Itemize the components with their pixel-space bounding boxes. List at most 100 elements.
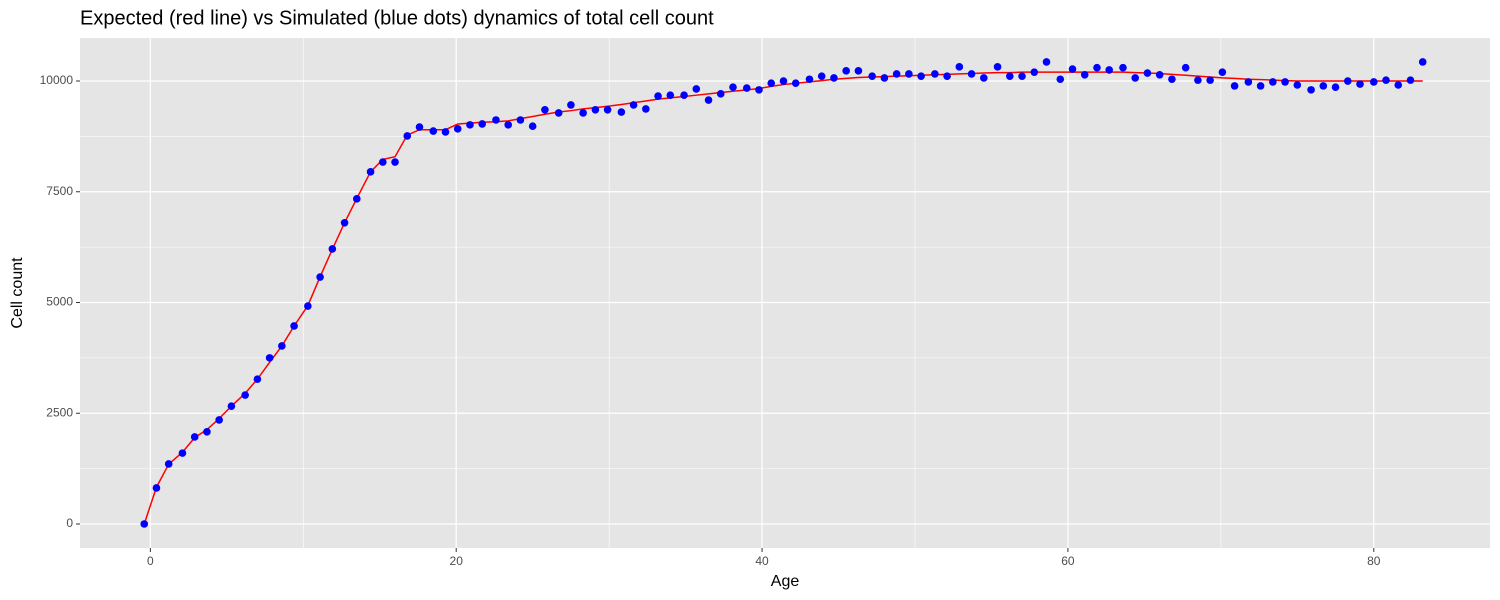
simulated-point (1356, 80, 1364, 88)
simulated-point (466, 121, 474, 129)
x-tick-label: 80 (1367, 554, 1381, 568)
simulated-point (140, 520, 149, 528)
simulated-point (905, 70, 913, 78)
simulated-point (1307, 86, 1315, 94)
simulated-point (316, 273, 324, 281)
simulated-point (1042, 58, 1051, 66)
simulated-point (1181, 63, 1190, 72)
simulated-point (1105, 66, 1114, 74)
simulated-point (391, 158, 399, 166)
simulated-point (842, 67, 850, 75)
simulated-point (1006, 72, 1014, 80)
x-tick-label: 0 (147, 554, 154, 568)
simulated-point (629, 101, 638, 109)
simulated-point (591, 106, 600, 114)
simulated-point (1093, 63, 1101, 72)
simulated-point (241, 391, 249, 399)
simulated-point (453, 125, 462, 133)
simulated-point (541, 106, 549, 114)
simulated-point (1218, 68, 1227, 76)
simulated-point (1244, 78, 1253, 86)
simulated-point (1056, 75, 1065, 84)
simulated-point (654, 92, 662, 100)
simulated-point (1030, 68, 1039, 76)
simulated-point (567, 101, 575, 109)
simulated-point (1080, 71, 1089, 79)
chart-title: Expected (red line) vs Simulated (blue d… (80, 7, 714, 29)
simulated-point (767, 79, 776, 88)
simulated-point (917, 72, 925, 80)
simulated-point (528, 122, 537, 130)
simulated-point (164, 460, 173, 468)
simulated-point (830, 74, 838, 82)
simulated-point (1068, 65, 1077, 73)
simulated-point (1418, 58, 1427, 66)
simulated-point (178, 449, 187, 457)
simulated-point (403, 132, 412, 140)
y-tick-label: 10000 (40, 73, 74, 87)
simulated-point (340, 218, 349, 227)
x-axis-title: Age (771, 573, 800, 590)
simulated-point (278, 342, 286, 350)
simulated-point (304, 302, 312, 310)
x-tick-label: 20 (450, 554, 464, 568)
plot-panel (80, 38, 1490, 548)
simulated-point (1382, 76, 1390, 84)
simulated-point (854, 67, 863, 75)
simulated-point (1131, 74, 1140, 82)
simulated-point (429, 127, 438, 135)
simulated-point (680, 91, 688, 99)
simulated-point (492, 116, 500, 124)
simulated-point (1230, 82, 1239, 90)
simulated-point (265, 354, 274, 362)
simulated-point (779, 77, 788, 85)
simulated-point (642, 105, 650, 113)
x-tick-label: 40 (755, 554, 769, 568)
simulated-point (353, 195, 361, 203)
simulated-point (328, 245, 337, 253)
simulated-point (817, 72, 826, 80)
simulated-point (704, 96, 713, 104)
x-tick-label: 60 (1061, 554, 1075, 568)
simulated-point (755, 86, 763, 94)
simulated-point (1256, 82, 1265, 90)
simulated-point (1143, 69, 1152, 77)
simulated-point (1343, 77, 1352, 85)
simulated-point (227, 402, 236, 410)
simulated-point (441, 128, 450, 136)
simulated-point (892, 70, 901, 78)
simulated-point (980, 74, 988, 82)
simulated-point (868, 72, 876, 80)
simulated-point (967, 70, 976, 78)
simulated-point (1168, 75, 1176, 84)
simulated-point (253, 375, 262, 383)
simulated-point (504, 121, 512, 129)
y-tick-label: 7500 (46, 184, 73, 198)
simulated-point (579, 109, 587, 117)
simulated-point (993, 63, 1002, 71)
simulated-point (931, 70, 939, 78)
simulated-point (1269, 78, 1277, 86)
y-tick-label: 5000 (46, 295, 73, 309)
simulated-point (1319, 82, 1328, 90)
simulated-point (415, 123, 424, 131)
simulated-point (203, 428, 211, 436)
simulated-point (1119, 63, 1127, 72)
simulated-point (716, 90, 725, 98)
y-tick-label: 2500 (46, 405, 73, 419)
simulated-point (1155, 71, 1164, 79)
simulated-point (1369, 78, 1378, 86)
simulated-point (617, 108, 626, 116)
simulated-point (1331, 83, 1340, 92)
simulated-point (742, 84, 751, 92)
simulated-point (516, 116, 525, 124)
simulated-point (290, 322, 298, 330)
simulated-point (554, 109, 563, 117)
simulated-point (152, 484, 161, 492)
simulated-point (1394, 81, 1403, 89)
simulated-point (955, 63, 964, 71)
simulated-point (215, 416, 223, 424)
simulated-point (880, 74, 889, 82)
simulated-point (1194, 76, 1202, 84)
